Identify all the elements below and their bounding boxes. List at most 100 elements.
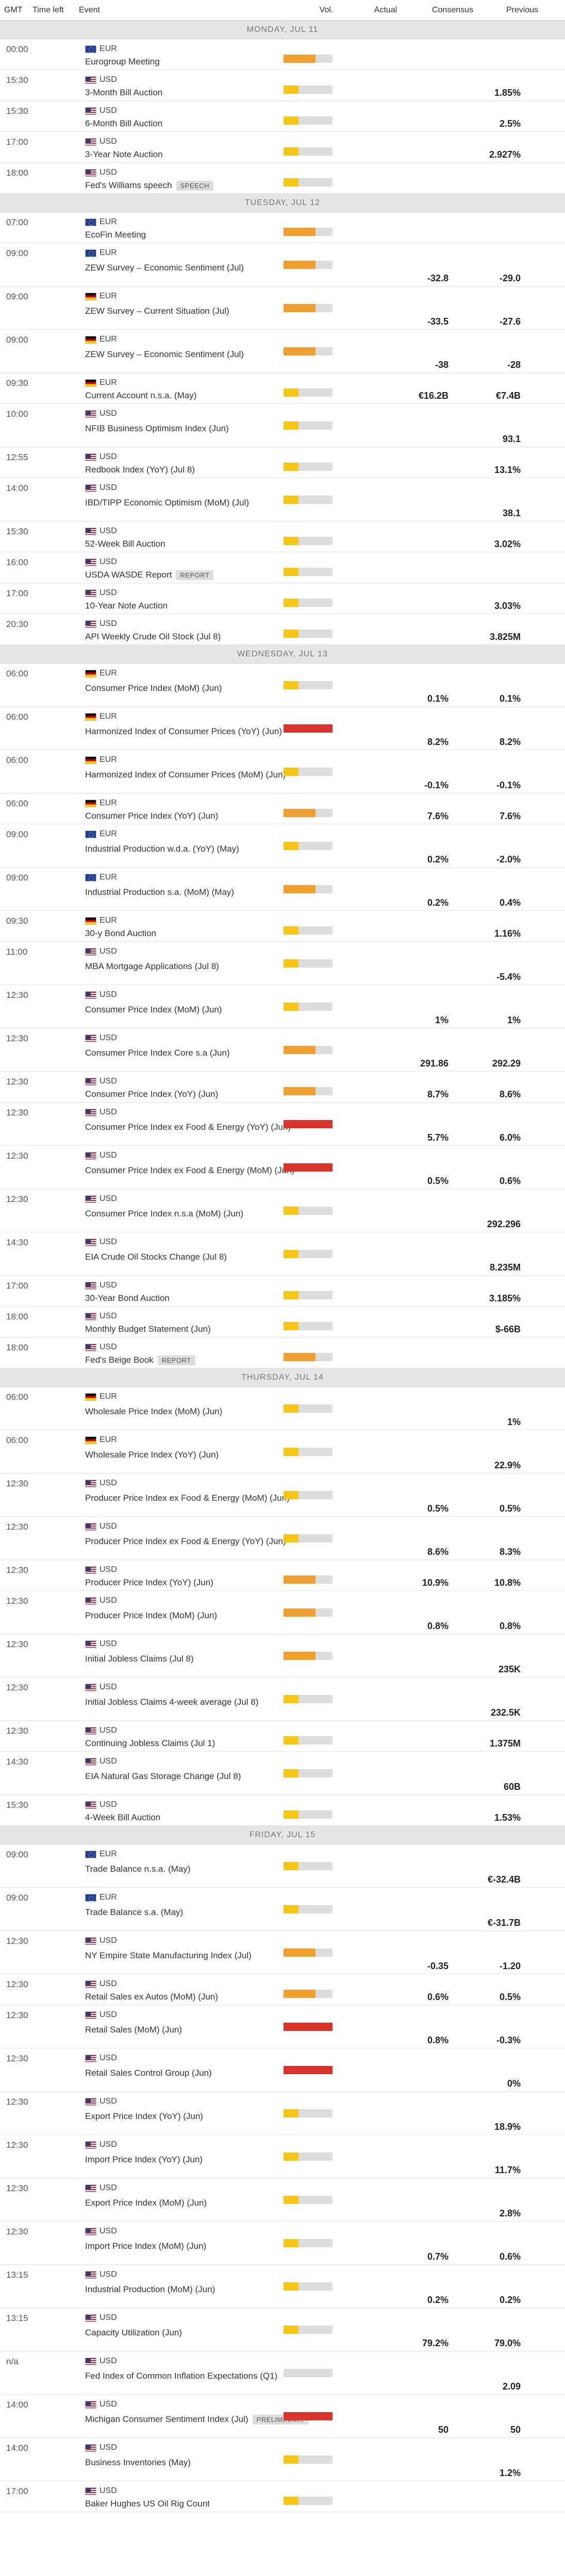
event-row[interactable]: 14:00 USD Michigan Consumer Sentiment Inde… [0,2395,565,2438]
event-row[interactable]: 12:30 USD Producer Price Index (YoY) (Jun)… [0,1560,565,1591]
event-name[interactable]: Consumer Price Index n.s.a (MoM) (Jun) [85,1209,243,1219]
event-name-text[interactable]: Export Price Index (YoY) (Jun) [85,2111,203,2121]
event-row[interactable]: 12:30 USD Producer Price Index (MoM) (Jun)… [0,1591,565,1634]
event-name[interactable]: ZEW Survey – Economic Sentiment (Jul) [85,349,244,360]
event-name-text[interactable]: USDA WASDE Report [85,570,172,580]
event-row[interactable]: 12:30 USD Producer Price Index ex Food & E… [0,1473,565,1517]
event-name-text[interactable]: Continuing Jobless Claims (Jul 1) [85,1738,215,1748]
event-name[interactable]: Capacity Utilization (Jun) [85,2328,182,2338]
event-row[interactable]: 13:15 USD Industrial Production (MoM) (Jun… [0,2265,565,2308]
event-name[interactable]: Producer Price Index ex Food & Energy (M… [85,1493,290,1503]
event-row[interactable]: 11:00 USD MBA Mortgage Applications (Jul 8… [0,942,565,985]
event-name-text[interactable]: Producer Price Index ex Food & Energy (M… [85,1493,290,1503]
event-row[interactable]: 12:30 USD Export Price Index (YoY) (Jun) 18… [0,2092,565,2135]
event-name-text[interactable]: Initial Jobless Claims 4-week average (J… [85,1697,259,1707]
event-name[interactable]: Consumer Price Index Core s.a (Jun) [85,1048,230,1058]
event-row[interactable]: 06:00 EUR Harmonized Index of Consumer Pri… [0,707,565,750]
event-name[interactable]: 3-Month Bill Auction [85,88,162,98]
event-name[interactable]: 3-Year Note Auction [85,149,163,160]
event-name[interactable]: Export Price Index (MoM) (Jun) [85,2198,207,2208]
event-row[interactable]: 06:00 EUR Wholesale Price Index (MoM) (Jun… [0,1387,565,1430]
event-name-text[interactable]: Wholesale Price Index (MoM) (Jun) [85,1406,223,1416]
event-name[interactable]: Fed Index of Common Inflation Expectatio… [85,2371,277,2381]
event-name[interactable]: USDA WASDE Report REPORT [85,570,214,581]
event-row[interactable]: 09:00 EUR Industrial Production w.d.a. (Yo… [0,824,565,868]
event-name-text[interactable]: Producer Price Index (YoY) (Jun) [85,1578,213,1587]
event-row[interactable]: 17:00 USD 30-Year Bond Auction 3.185% [0,1276,565,1307]
event-row[interactable]: 14:00 USD IBD/TIPP Economic Optimism (MoM)… [0,478,565,521]
event-name[interactable]: EIA Crude Oil Stocks Change (Jul 8) [85,1252,227,1262]
event-row[interactable]: 12:30 USD Consumer Price Index ex Food & E… [0,1103,565,1146]
event-name-text[interactable]: Consumer Price Index (MoM) (Jun) [85,683,222,693]
event-name[interactable]: Monthly Budget Statement (Jun) [85,1324,211,1334]
event-name-text[interactable]: ZEW Survey – Economic Sentiment (Jul) [85,349,244,359]
event-name[interactable]: Redbook Index (YoY) (Jul 8) [85,465,195,475]
event-name[interactable]: Trade Balance n.s.a. (May) [85,1864,190,1874]
event-row[interactable]: 12:30 USD Producer Price Index ex Food & E… [0,1517,565,1560]
event-name-text[interactable]: EcoFin Meeting [85,230,146,240]
event-name[interactable]: Trade Balance s.a. (May) [85,1907,183,1918]
event-name-text[interactable]: Retail Sales ex Autos (MoM) (Jun) [85,1992,218,2002]
event-name-text[interactable]: Consumer Price Index ex Food & Energy (M… [85,1165,295,1175]
event-name-text[interactable]: Harmonized Index of Consumer Prices (YoY… [85,726,282,736]
event-name[interactable]: Industrial Production (MoM) (Jun) [85,2284,215,2295]
event-name-text[interactable]: Initial Jobless Claims (Jul 8) [85,1654,194,1664]
event-name[interactable]: Business Inventories (May) [85,2458,191,2468]
event-name-text[interactable]: Fed Index of Common Inflation Expectatio… [85,2371,278,2381]
event-row[interactable]: 17:00 USD 10-Year Note Auction 3.03% [0,583,565,614]
event-name[interactable]: 52-Week Bill Auction [85,539,165,549]
event-name[interactable]: 6-Month Bill Auction [85,118,162,129]
event-row[interactable]: 00:00 EUR Eurogroup Meeting [0,39,565,70]
event-row[interactable]: 12:30 USD Consumer Price Index ex Food & E… [0,1146,565,1189]
event-row[interactable]: 10:00 USD NFIB Business Optimism Index (Ju… [0,404,565,447]
event-name-text[interactable]: EIA Crude Oil Stocks Change (Jul 8) [85,1252,227,1262]
event-row[interactable]: 15:30 USD 3-Month Bill Auction 1.85% [0,70,565,101]
event-name-text[interactable]: IBD/TIPP Economic Optimism (MoM) (Jul) [85,498,250,507]
event-row[interactable]: 06:00 EUR Harmonized Index of Consumer Pri… [0,750,565,793]
event-name-text[interactable]: Import Price Index (YoY) (Jun) [85,2155,203,2164]
event-name-text[interactable]: Industrial Production w.d.a. (YoY) (May) [85,844,239,854]
event-row[interactable]: 12:30 USD Consumer Price Index (YoY) (Jun)… [0,1072,565,1103]
event-row[interactable]: 14:00 USD Business Inventories (May) 1.2% [0,2438,565,2481]
event-name[interactable]: 10-Year Note Auction [85,601,168,611]
event-row[interactable]: 09:00 EUR Trade Balance s.a. (May) €-31.7B [0,1888,565,1931]
event-name[interactable]: Import Price Index (MoM) (Jun) [85,2241,206,2251]
event-name-text[interactable]: Retail Sales (MoM) (Jun) [85,2025,182,2035]
event-row[interactable]: 09:00 EUR Industrial Production s.a. (MoM)… [0,868,565,911]
event-name-text[interactable]: ZEW Survey – Economic Sentiment (Jul) [85,263,244,273]
event-name-text[interactable]: EIA Natural Gas Storage Change (Jul 8) [85,1771,241,1781]
event-name[interactable]: Eurogroup Meeting [85,57,160,67]
event-name[interactable]: Fed's Beige Book REPORT [85,1355,195,1366]
event-row[interactable]: 12:30 USD Import Price Index (YoY) (Jun) 11… [0,2135,565,2178]
event-name-text[interactable]: Industrial Production (MoM) (Jun) [85,2284,215,2294]
event-name[interactable]: Consumer Price Index (YoY) (Jun) [85,811,218,821]
event-name[interactable]: NY Empire State Manufacturing Index (Jul… [85,1951,252,1961]
event-name[interactable]: Michigan Consumer Sentiment Index (Jul) P… [85,2414,309,2425]
event-row[interactable]: 06:00 EUR Consumer Price Index (MoM) (Jun)… [0,664,565,707]
event-row[interactable]: 09:30 EUR Current Account n.s.a. (May) €16.… [0,373,565,404]
event-name[interactable]: IBD/TIPP Economic Optimism (MoM) (Jul) [85,498,249,508]
event-name-text[interactable]: Trade Balance s.a. (May) [85,1907,184,1917]
event-name[interactable]: Producer Price Index (YoY) (Jun) [85,1578,213,1588]
header-event[interactable]: Event [79,5,100,14]
event-name-text[interactable]: Import Price Index (MoM) (Jun) [85,2241,207,2251]
event-row[interactable]: 15:30 USD 6-Month Bill Auction 2.5% [0,101,565,132]
event-name-text[interactable]: Redbook Index (YoY) (Jul 8) [85,465,195,474]
event-row[interactable]: 12:30 USD Retail Sales Control Group (Jun)… [0,2048,565,2092]
event-row[interactable]: 18:00 USD Monthly Budget Statement (Jun) $-… [0,1307,565,1337]
event-name[interactable]: Retail Sales Control Group (Jun) [85,2068,212,2078]
event-name-text[interactable]: Consumer Price Index (YoY) (Jun) [85,811,219,821]
event-name[interactable]: Baker Hughes US Oil Rig Count [85,2499,210,2509]
event-name-text[interactable]: Consumer Price Index (MoM) (Jun) [85,1005,222,1014]
event-name[interactable]: Fed's Williams speech SPEECH [85,180,214,191]
event-name[interactable]: Harmonized Index of Consumer Prices (YoY… [85,726,282,737]
event-row[interactable]: 12:30 USD Export Price Index (MoM) (Jun) 2.… [0,2178,565,2222]
event-name-text[interactable]: Consumer Price Index (YoY) (Jun) [85,1089,219,1099]
event-row[interactable]: 07:00 EUR EcoFin Meeting [0,212,565,243]
event-row[interactable]: 15:30 USD 52-Week Bill Auction 3.02% [0,521,565,552]
event-name-text[interactable]: Producer Price Index (MoM) (Jun) [85,1611,218,1620]
event-name[interactable]: Import Price Index (YoY) (Jun) [85,2155,203,2165]
event-name[interactable]: ZEW Survey – Current Situation (Jul) [85,306,229,316]
event-row[interactable]: 09:00 EUR ZEW Survey – Current Situation (… [0,286,565,330]
event-row[interactable]: 09:00 EUR ZEW Survey – Economic Sentiment … [0,243,565,286]
